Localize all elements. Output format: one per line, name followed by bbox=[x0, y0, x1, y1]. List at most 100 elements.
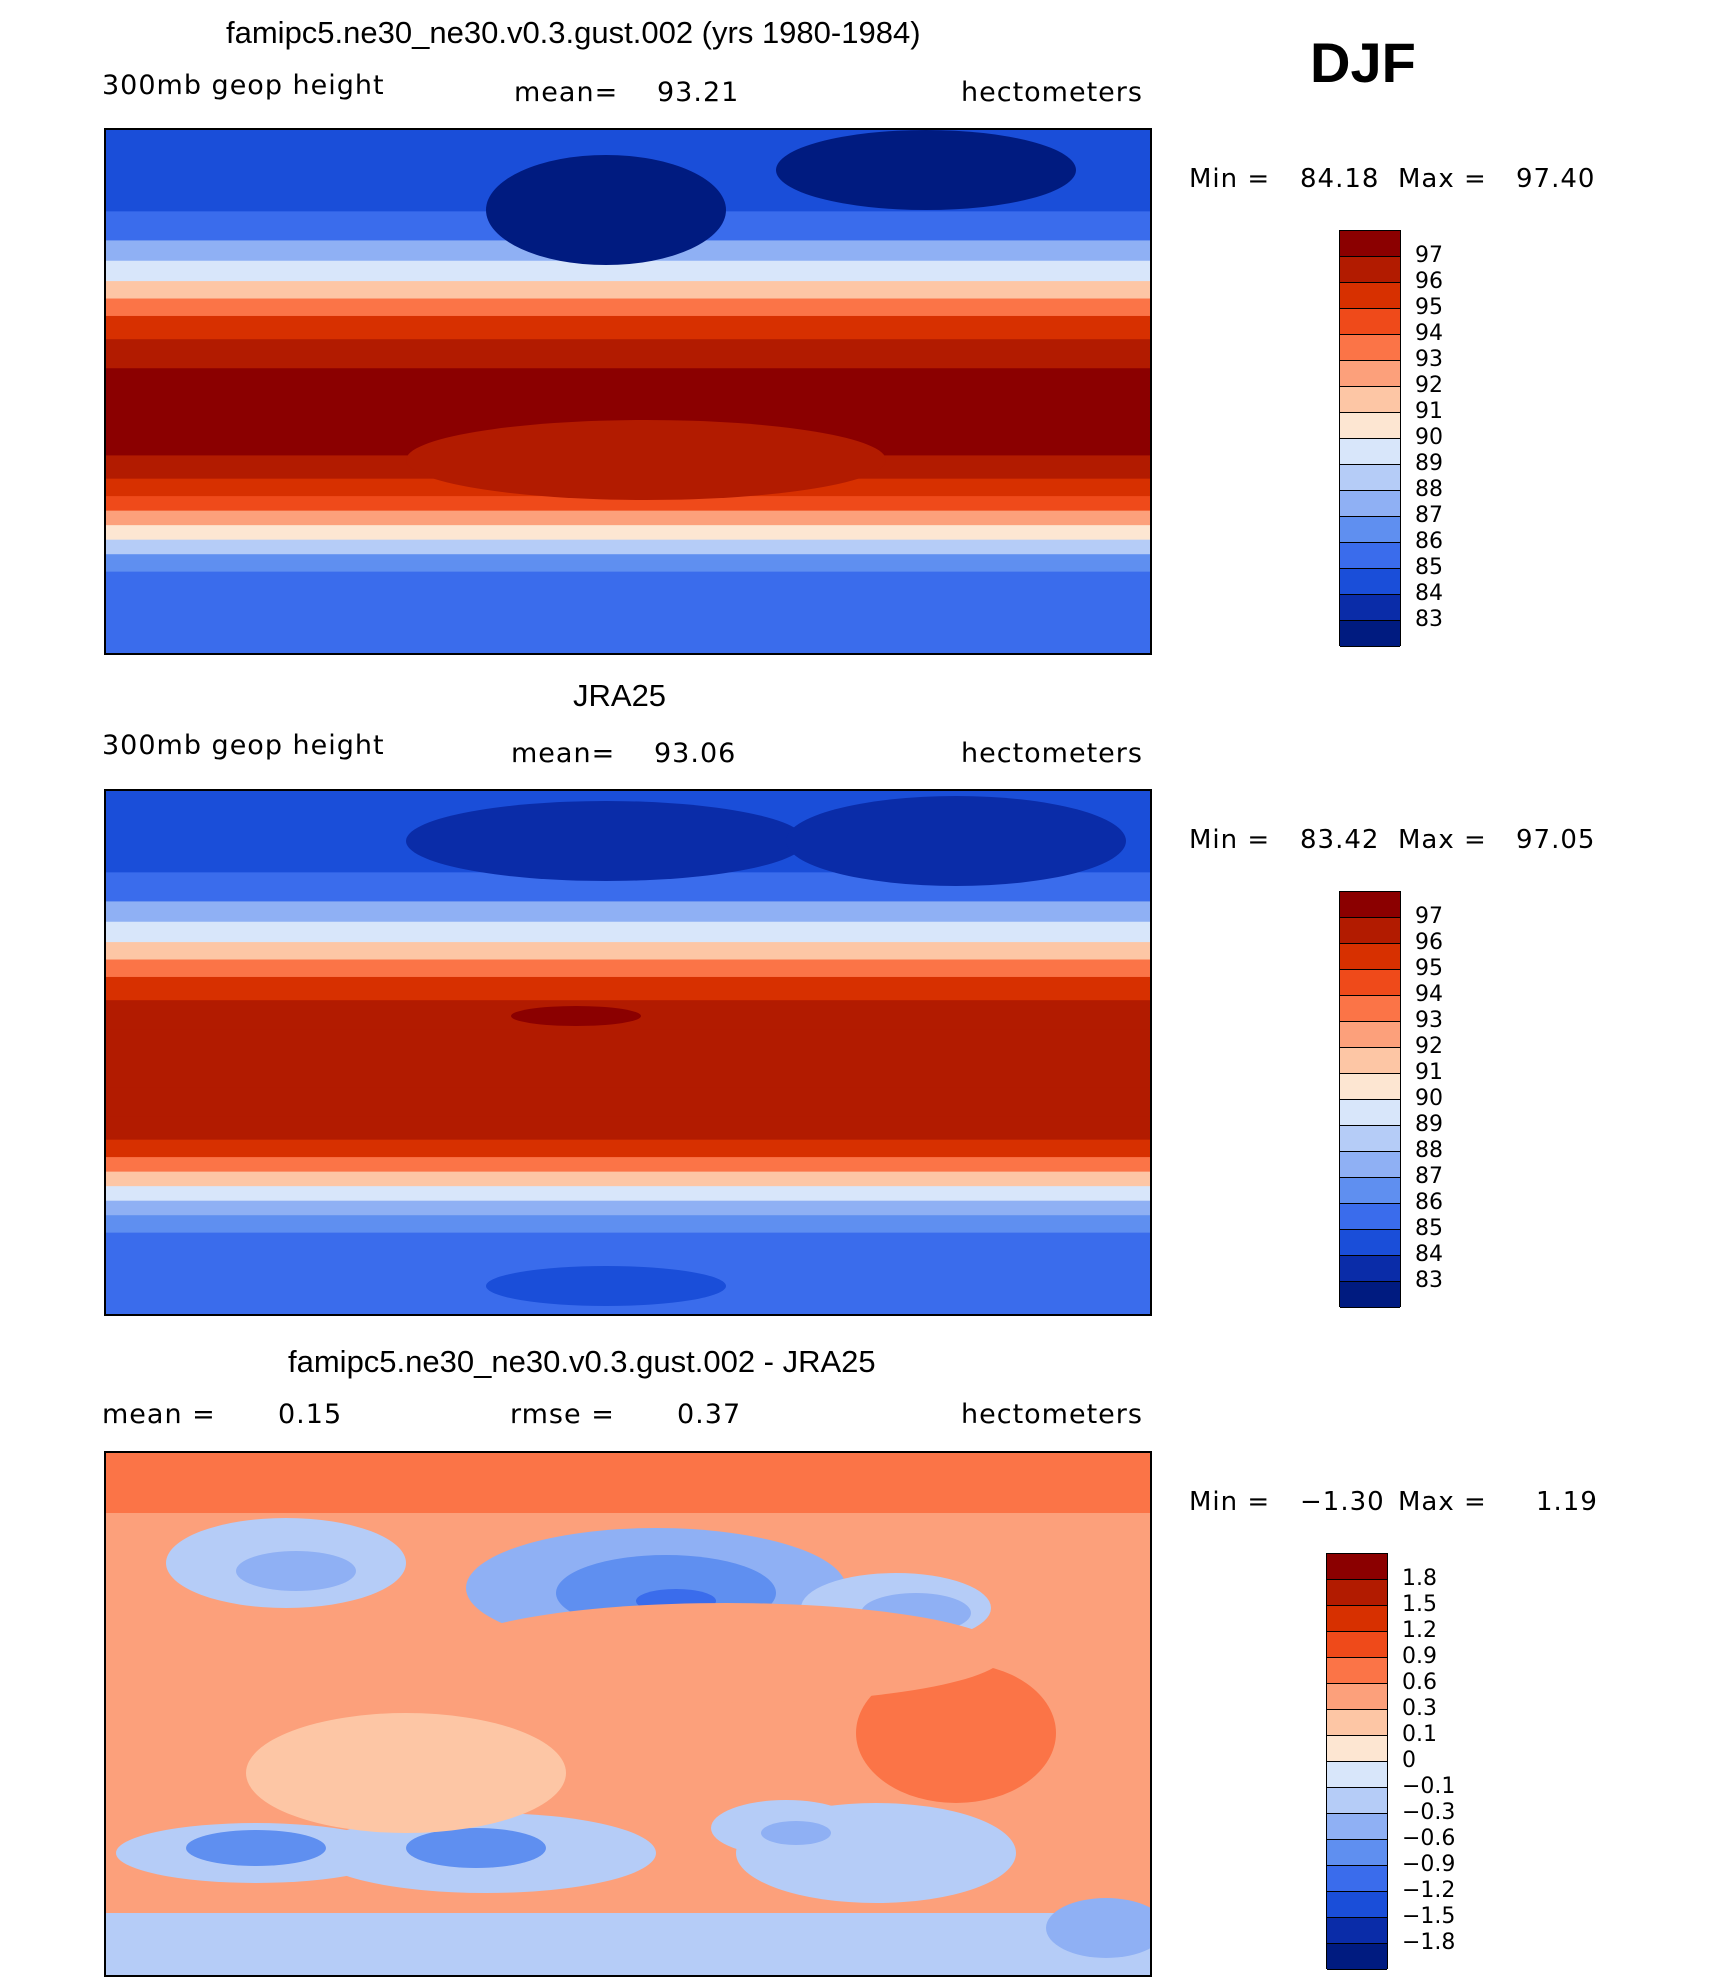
panel3-mean-value: 0.15 bbox=[278, 1399, 343, 1430]
legend-swatch bbox=[1327, 1788, 1387, 1814]
panel2-min-label: Min = bbox=[1189, 825, 1271, 855]
legend-swatch bbox=[1327, 1632, 1387, 1658]
legend-tick-label: 1.2 bbox=[1402, 1618, 1437, 1643]
legend-tick-label: 97 bbox=[1415, 243, 1443, 268]
legend-tick-label: −1.5 bbox=[1402, 1904, 1456, 1929]
legend-tick-label: 85 bbox=[1415, 1216, 1443, 1241]
panel3-contour-field bbox=[106, 1453, 1150, 1975]
legend-swatch bbox=[1327, 1554, 1387, 1580]
legend-tick-label: 0 bbox=[1402, 1748, 1416, 1773]
legend-tick-label: 90 bbox=[1415, 425, 1443, 450]
panel3-title: famipc5.ne30_ne30.v0.3.gust.002 - JRA25 bbox=[288, 1344, 876, 1379]
contour-band bbox=[106, 942, 1150, 961]
panel1-min-label: Min = bbox=[1189, 164, 1271, 194]
legend-swatch bbox=[1340, 1178, 1400, 1204]
legend-swatch bbox=[1340, 918, 1400, 944]
legend-swatch bbox=[1340, 387, 1400, 413]
contour-band bbox=[106, 298, 1150, 317]
contour-region bbox=[856, 1663, 1056, 1803]
contour-region bbox=[406, 801, 806, 881]
legend-tick-label: 94 bbox=[1415, 321, 1443, 346]
legend-swatch bbox=[1340, 231, 1400, 257]
legend-swatch bbox=[1340, 970, 1400, 996]
legend-tick-label: −0.9 bbox=[1402, 1852, 1456, 1877]
legend-tick-label: 89 bbox=[1415, 451, 1443, 476]
legend-swatch bbox=[1340, 1048, 1400, 1074]
legend-swatch bbox=[1340, 1074, 1400, 1100]
legend-tick-label: 92 bbox=[1415, 1034, 1443, 1059]
legend-swatch bbox=[1340, 517, 1400, 543]
legend-swatch bbox=[1340, 335, 1400, 361]
panel2-variable-label: 300mb geop height bbox=[102, 730, 385, 761]
contour-band bbox=[106, 281, 1150, 300]
legend-swatch bbox=[1327, 1892, 1387, 1918]
legend-swatch bbox=[1340, 944, 1400, 970]
contour-band bbox=[106, 976, 1150, 1002]
legend-tick-label: 88 bbox=[1415, 1138, 1443, 1163]
panel1-contour-field bbox=[106, 130, 1150, 653]
legend-tick-label: 96 bbox=[1415, 269, 1443, 294]
panel1-color-legend: 97 96 95 94 93 92 91 90 89 88 87 86 85 84 83 bbox=[1339, 230, 1479, 647]
contour-band bbox=[106, 921, 1150, 944]
legend-swatch bbox=[1340, 996, 1400, 1022]
legend-swatch bbox=[1327, 1762, 1387, 1788]
legend-colorbar bbox=[1326, 1553, 1388, 1970]
contour-band bbox=[106, 1029, 1150, 1089]
panel1-max-value: 97.40 bbox=[1516, 164, 1596, 194]
panel3-max-value: 1.19 bbox=[1536, 1487, 1598, 1517]
legend-tick-label: 93 bbox=[1415, 347, 1443, 372]
contour-region bbox=[406, 1828, 546, 1868]
legend-tick-label: 93 bbox=[1415, 1008, 1443, 1033]
legend-swatch bbox=[1340, 543, 1400, 569]
contour-region bbox=[761, 1821, 831, 1845]
legend-tick-label: 1.5 bbox=[1402, 1592, 1437, 1617]
legend-swatch bbox=[1340, 892, 1400, 918]
legend-swatch bbox=[1340, 413, 1400, 439]
panel3-map bbox=[104, 1451, 1152, 1977]
legend-swatch bbox=[1340, 1256, 1400, 1282]
legend-tick-label: 84 bbox=[1415, 1242, 1443, 1267]
legend-tick-label: 0.3 bbox=[1402, 1696, 1437, 1721]
legend-tick-label: 0.6 bbox=[1402, 1670, 1437, 1695]
legend-tick-label: 92 bbox=[1415, 373, 1443, 398]
contour-band bbox=[106, 1139, 1150, 1159]
panel3-units: hectometers bbox=[961, 1399, 1143, 1430]
legend-swatch bbox=[1327, 1710, 1387, 1736]
legend-tick-label: 86 bbox=[1415, 529, 1443, 554]
panel3-rmse-value: 0.37 bbox=[677, 1399, 742, 1430]
contour-band bbox=[106, 901, 1150, 923]
legend-swatch bbox=[1340, 257, 1400, 283]
legend-swatch bbox=[1340, 595, 1400, 621]
contour-region bbox=[446, 1603, 1006, 1703]
legend-swatch bbox=[1340, 1022, 1400, 1048]
season-label: DJF bbox=[1310, 31, 1416, 94]
panel2-units: hectometers bbox=[961, 738, 1143, 769]
contour-band bbox=[106, 368, 1150, 428]
legend-swatch bbox=[1340, 1204, 1400, 1230]
panel1-mean-label: mean= bbox=[514, 77, 619, 108]
panel1-max-label: Max = bbox=[1398, 164, 1487, 194]
legend-swatch bbox=[1327, 1840, 1387, 1866]
contour-band bbox=[106, 1171, 1150, 1188]
legend-tick-label: 95 bbox=[1415, 956, 1443, 981]
legend-tick-label: 0.1 bbox=[1402, 1722, 1437, 1747]
panel2-mean-value: 93.06 bbox=[654, 738, 737, 769]
panel3-max-label: Max = bbox=[1398, 1487, 1487, 1517]
panel3-color-legend: 1.8 1.5 1.2 0.9 0.6 0.3 0.1 0 −0.1 −0.3 −0.6 −0.9 −1… bbox=[1326, 1553, 1486, 1970]
legend-swatch bbox=[1340, 309, 1400, 335]
contour-band bbox=[106, 260, 1150, 283]
panel2-min-value: 83.42 bbox=[1300, 825, 1380, 855]
legend-tick-label: 87 bbox=[1415, 1164, 1443, 1189]
contour-region bbox=[236, 1551, 356, 1591]
legend-swatch bbox=[1327, 1658, 1387, 1684]
legend-tick-label: 89 bbox=[1415, 1112, 1443, 1137]
legend-swatch bbox=[1327, 1684, 1387, 1710]
legend-swatch bbox=[1340, 569, 1400, 595]
contour-band bbox=[106, 1215, 1150, 1234]
contour-region bbox=[486, 155, 726, 265]
legend-swatch bbox=[1340, 1282, 1400, 1308]
legend-swatch bbox=[1340, 465, 1400, 491]
legend-tick-label: 84 bbox=[1415, 581, 1443, 606]
contour-band bbox=[106, 1116, 1150, 1141]
panel1-map bbox=[104, 128, 1152, 655]
